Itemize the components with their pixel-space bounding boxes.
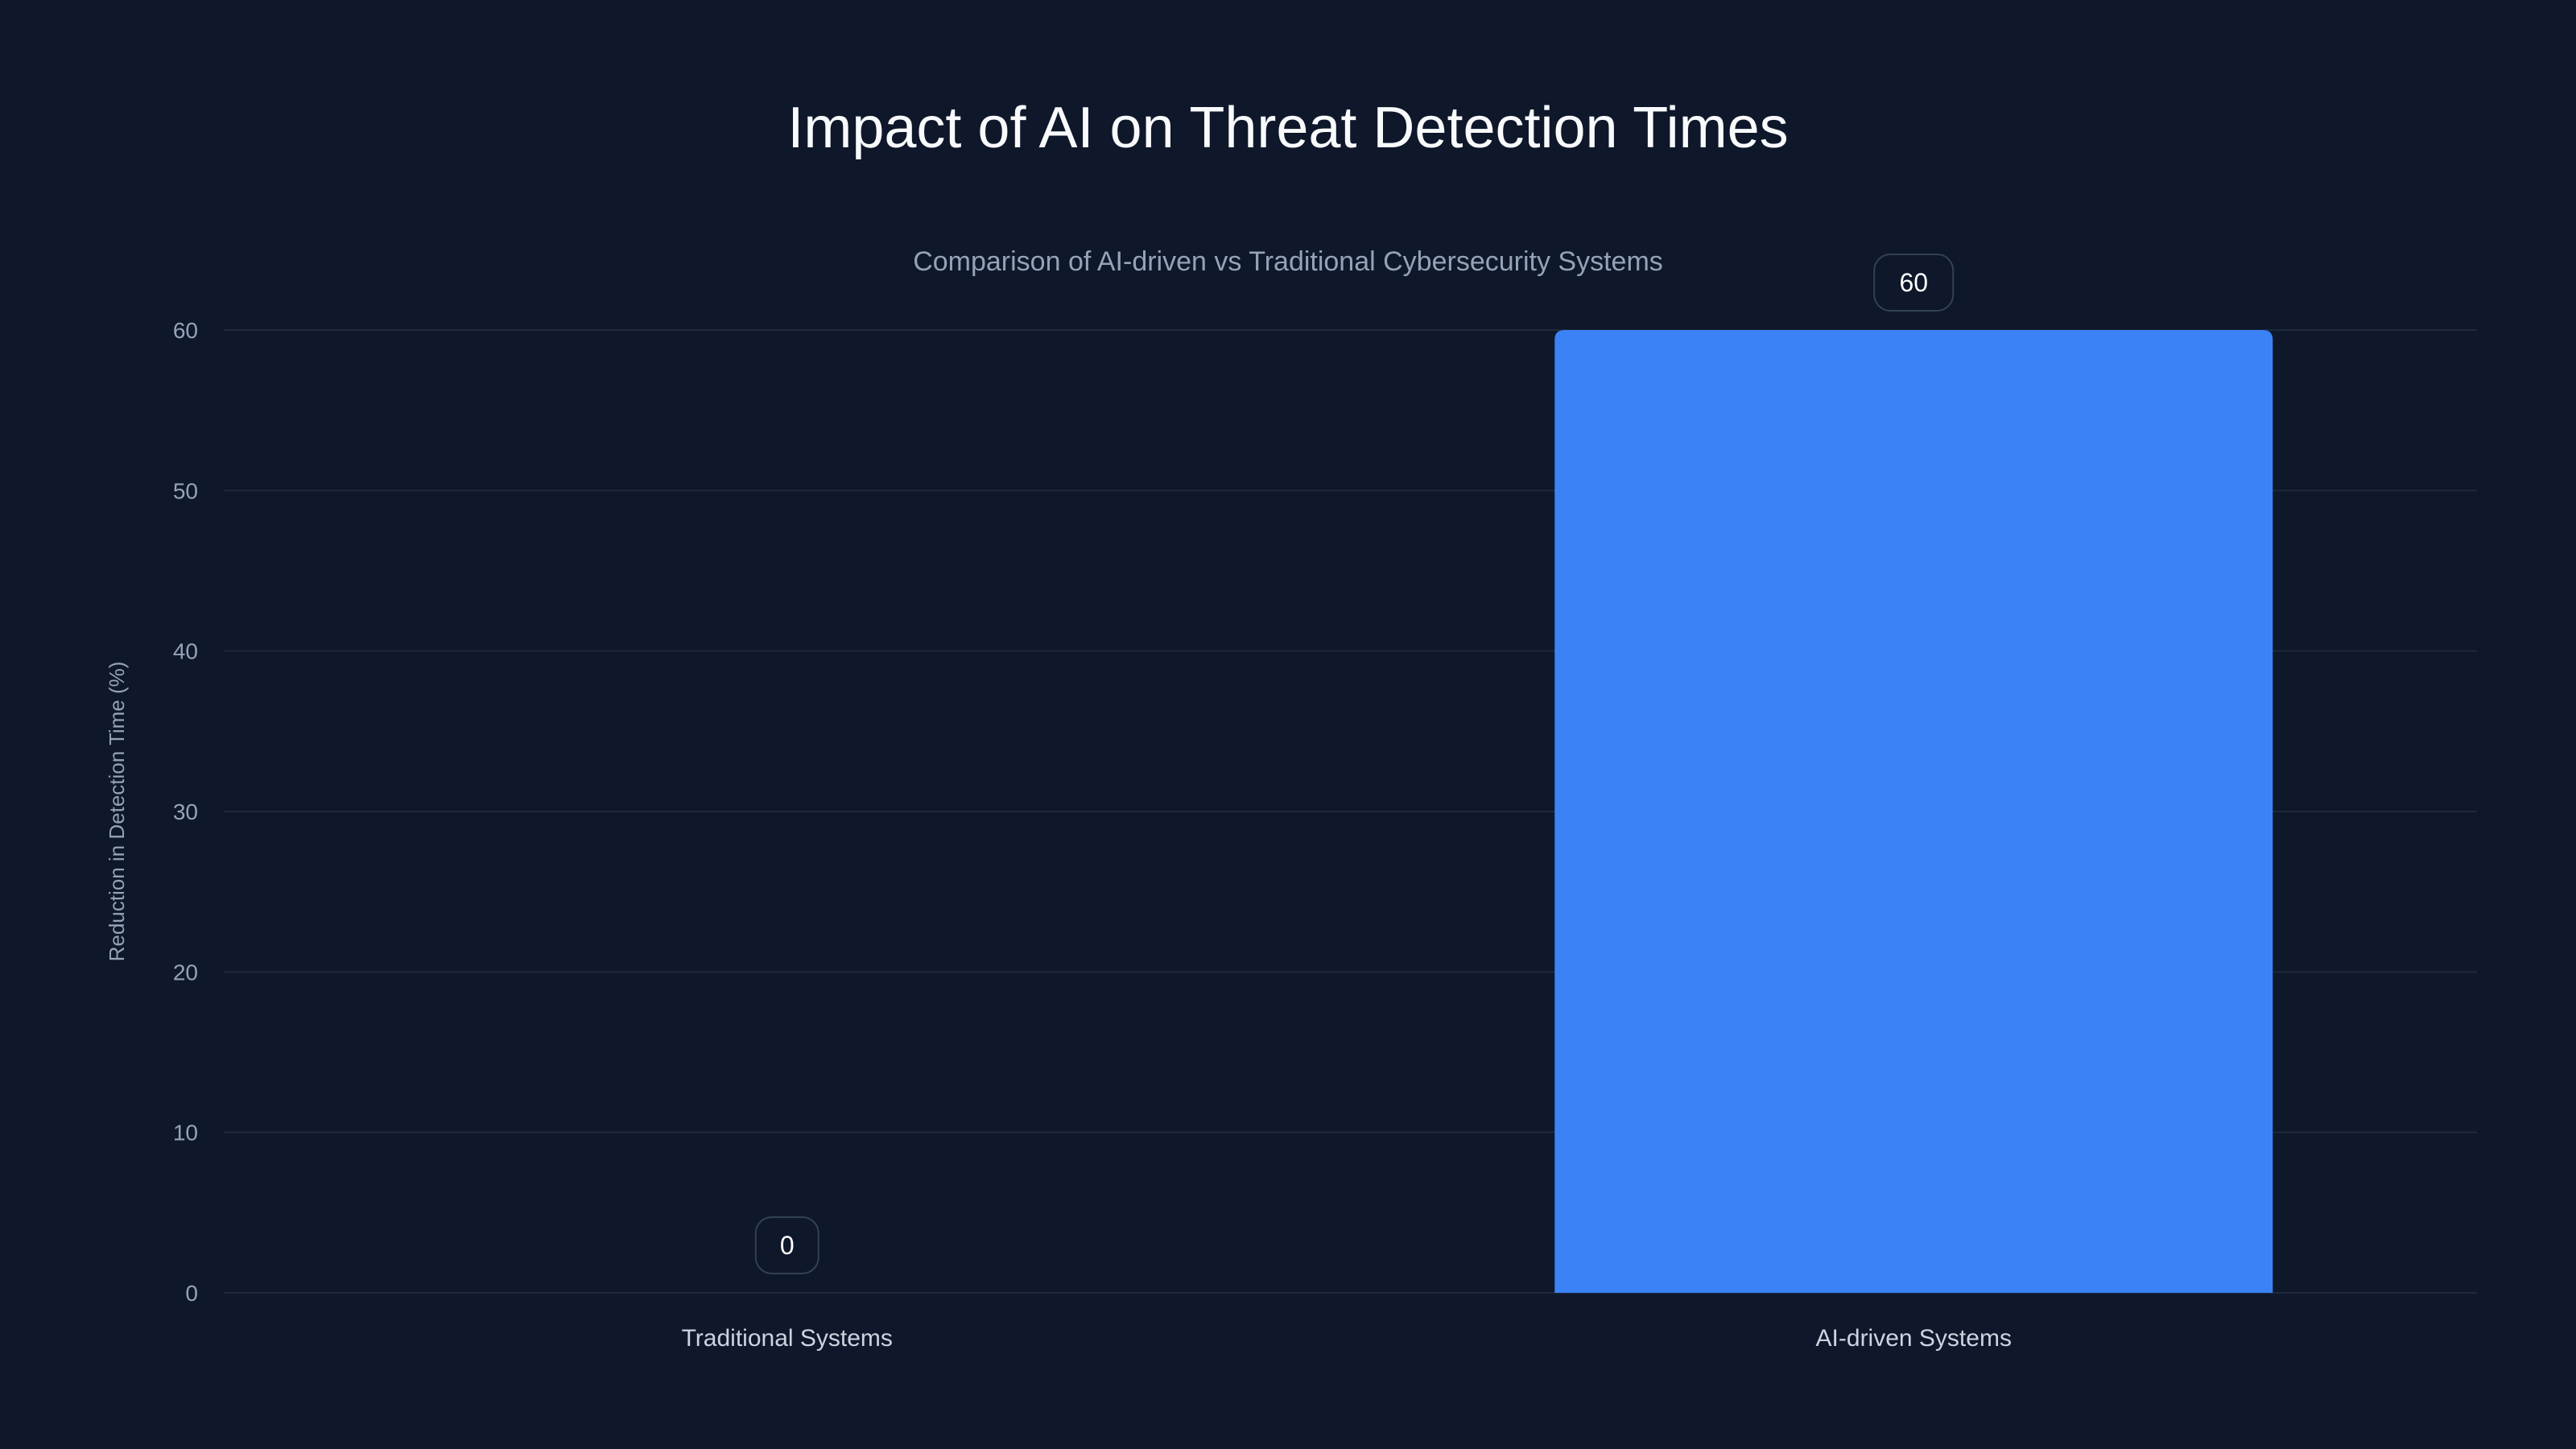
x-category-label: Traditional Systems <box>682 1325 893 1352</box>
value-label: 60 <box>1899 268 1928 297</box>
y-tick-label: 10 <box>173 1121 198 1146</box>
y-axis-label: Reduction in Detection Time (%) <box>105 662 129 962</box>
chart-title: Impact of AI on Threat Detection Times <box>787 96 1789 160</box>
x-category-label: AI-driven Systems <box>1816 1325 2012 1352</box>
value-label: 0 <box>780 1231 795 1260</box>
bar <box>1554 330 2273 1293</box>
y-tick-label: 20 <box>173 960 198 985</box>
value-label-box <box>1873 254 1955 312</box>
y-tick-label: 50 <box>173 478 198 503</box>
y-tick-label: 0 <box>185 1281 198 1306</box>
chart-subtitle: Comparison of AI-driven vs Traditional C… <box>913 246 1663 277</box>
y-tick-label: 40 <box>173 639 198 664</box>
value-label-box <box>754 1216 819 1274</box>
y-tick-label: 60 <box>173 318 198 343</box>
y-tick-label: 30 <box>173 799 198 824</box>
